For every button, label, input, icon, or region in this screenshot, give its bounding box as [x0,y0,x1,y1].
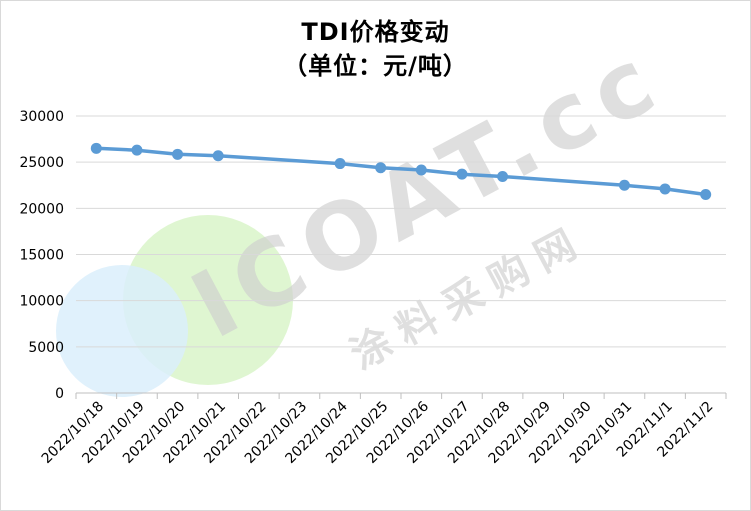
y-tick-label: 15000 [19,248,64,264]
chart-subtitle: （单位：元/吨） [283,52,468,80]
watermark-circle-blue [56,265,188,397]
data-point [700,188,712,200]
y-tick-label: 5000 [28,340,64,356]
y-tick-label: 0 [55,386,64,402]
data-point [618,179,630,191]
data-point [334,158,346,170]
data-point [456,168,468,180]
series-line [96,146,706,197]
data-point [375,162,387,174]
data-point [172,148,184,160]
data-point [212,150,224,162]
data-point [659,183,671,195]
plot-area [90,142,712,200]
chart-title: TDI价格变动 [301,18,450,46]
watermark: ICOAT.cc 涂料采购网 [56,23,679,397]
y-tick-label: 30000 [19,109,64,125]
y-tick-label: 20000 [19,201,64,217]
data-point [415,164,427,176]
y-axis: 0 5000 10000 15000 20000 25000 30000 [19,109,64,402]
data-point [90,142,102,154]
data-point [497,170,509,182]
data-point [131,144,143,156]
y-tick-label: 10000 [19,294,64,310]
y-tick-label: 25000 [19,155,64,171]
x-axis: 2022/10/182022/10/192022/10/202022/10/21… [39,392,727,467]
